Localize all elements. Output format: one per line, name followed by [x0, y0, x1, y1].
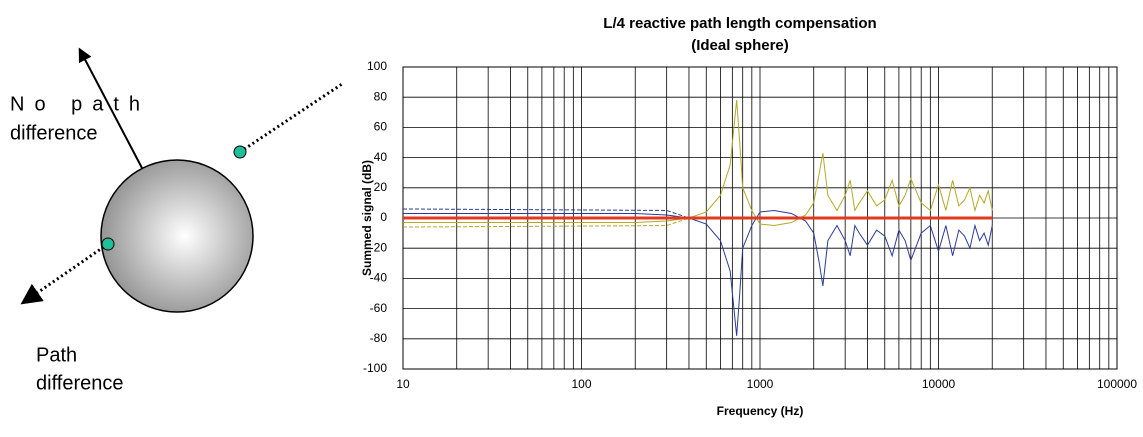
y-axis-label: Summed signal (dB)	[360, 160, 374, 276]
label: No path	[10, 93, 140, 115]
series-line	[403, 100, 993, 227]
sphere	[100, 159, 254, 313]
y-tick-label: 0	[380, 210, 387, 224]
x-tick-label: 10000	[922, 377, 956, 391]
dotted-line	[239, 82, 343, 154]
y-tick-label: 40	[374, 150, 388, 164]
chart: L/4 reactive path length compensation (I…	[360, 15, 1137, 418]
y-tick-label: -80	[370, 331, 388, 345]
series-line	[403, 209, 993, 336]
arrow	[78, 47, 143, 169]
y-tick-label: -60	[370, 301, 388, 315]
x-axis-label: Frequency (Hz)	[717, 404, 804, 418]
label: Path	[36, 344, 77, 366]
y-tick-label: 60	[374, 120, 388, 134]
chart-subtitle: (Ideal sphere)	[691, 37, 789, 54]
dotted-arrow	[20, 242, 109, 305]
point	[233, 145, 247, 159]
x-tick-label: 100000	[1097, 377, 1137, 391]
point	[101, 237, 115, 251]
series-line	[402, 217, 690, 228]
y-tick-label: -100	[363, 361, 387, 375]
label: difference	[36, 372, 123, 394]
y-tick-label: 100	[367, 59, 387, 73]
series-line	[402, 208, 690, 219]
y-tick-label: 20	[374, 180, 388, 194]
y-tick-label: -20	[370, 240, 388, 254]
y-tick-label: -40	[370, 271, 388, 285]
x-tick-label: 100	[571, 377, 591, 391]
x-tick-label: 1000	[747, 377, 774, 391]
y-tick-label: 80	[374, 89, 388, 103]
label: difference	[10, 122, 97, 144]
chart-title: L/4 reactive path length compensation	[603, 15, 876, 32]
x-tick-label: 10	[396, 377, 410, 391]
diagram: No path difference Path difference	[10, 47, 343, 394]
